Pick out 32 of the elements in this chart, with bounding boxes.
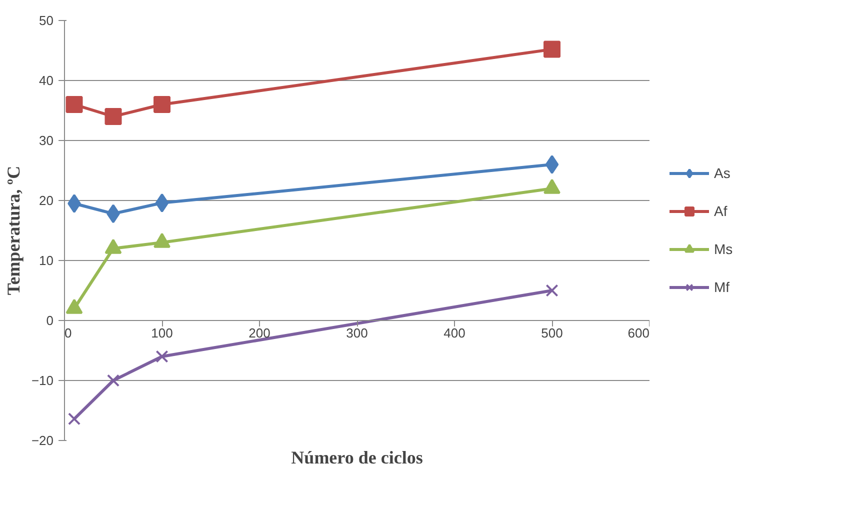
point: [68, 412, 81, 426]
y-tick-label: 50: [39, 13, 54, 28]
y-axis-title: Temperatura, ºC: [3, 166, 24, 296]
point: [68, 194, 81, 213]
point: [155, 193, 169, 212]
point: [546, 284, 558, 297]
y-tick-label: −20: [31, 433, 54, 448]
legend-label: Ms: [714, 241, 734, 257]
legend-label: As: [714, 165, 732, 181]
y-tick-label: 10: [39, 253, 54, 268]
y-tick-label: 0: [46, 313, 54, 328]
legend-label: Mf: [714, 279, 731, 295]
point: [156, 350, 168, 363]
x-tick-label: 400: [444, 326, 466, 340]
y-tick-label: 30: [39, 133, 54, 148]
x-tick-label: 300: [346, 326, 368, 340]
x-tick-label: 0: [64, 326, 72, 340]
y-tick-label: 40: [39, 73, 54, 88]
y-tick-label: 20: [39, 193, 54, 208]
point: [66, 96, 83, 113]
x-axis-title: Número de ciclos: [291, 448, 423, 468]
x-tick-label: 500: [541, 326, 563, 340]
x-tick-label: 600: [628, 326, 650, 340]
legend-label: Af: [714, 203, 728, 219]
point: [544, 40, 560, 58]
x-tick-label: 200: [248, 326, 270, 340]
point: [545, 155, 559, 174]
point: [104, 108, 122, 125]
point: [106, 374, 120, 387]
x-tick-label: 100: [151, 326, 173, 340]
y-tick-label: −10: [31, 373, 54, 388]
point: [154, 96, 170, 113]
